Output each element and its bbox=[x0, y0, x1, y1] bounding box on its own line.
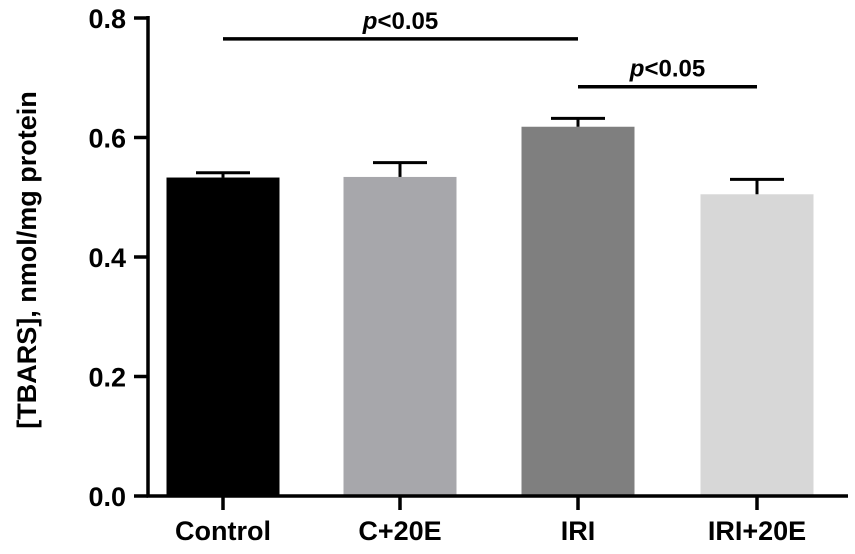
bar-iri bbox=[521, 126, 635, 497]
significance-threshold: <0.05 bbox=[644, 56, 705, 83]
x-tick-label: IRI bbox=[561, 516, 596, 546]
significance-threshold: <0.05 bbox=[377, 8, 438, 35]
x-tick-label: IRI+20E bbox=[708, 516, 806, 546]
significance-p: p bbox=[629, 56, 645, 83]
significance-p: p bbox=[362, 8, 378, 35]
bar-control bbox=[166, 177, 280, 496]
bar-iri-20e bbox=[700, 194, 814, 496]
y-tick-label: 0.6 bbox=[88, 124, 126, 154]
y-tick-label: 0.8 bbox=[88, 4, 126, 34]
significance-label: p<0.05 bbox=[629, 56, 705, 83]
y-tick-label: 0.4 bbox=[88, 243, 126, 273]
bar-c-20e bbox=[343, 176, 457, 496]
x-tick-label: C+20E bbox=[358, 516, 441, 546]
y-tick-label: 0.2 bbox=[88, 363, 126, 393]
x-tick-label: Control bbox=[175, 516, 271, 546]
y-tick-label: 0.0 bbox=[88, 482, 126, 512]
significance-label: p<0.05 bbox=[362, 8, 438, 35]
y-axis-label: [TBARS], nmol/mg protein bbox=[12, 91, 42, 428]
